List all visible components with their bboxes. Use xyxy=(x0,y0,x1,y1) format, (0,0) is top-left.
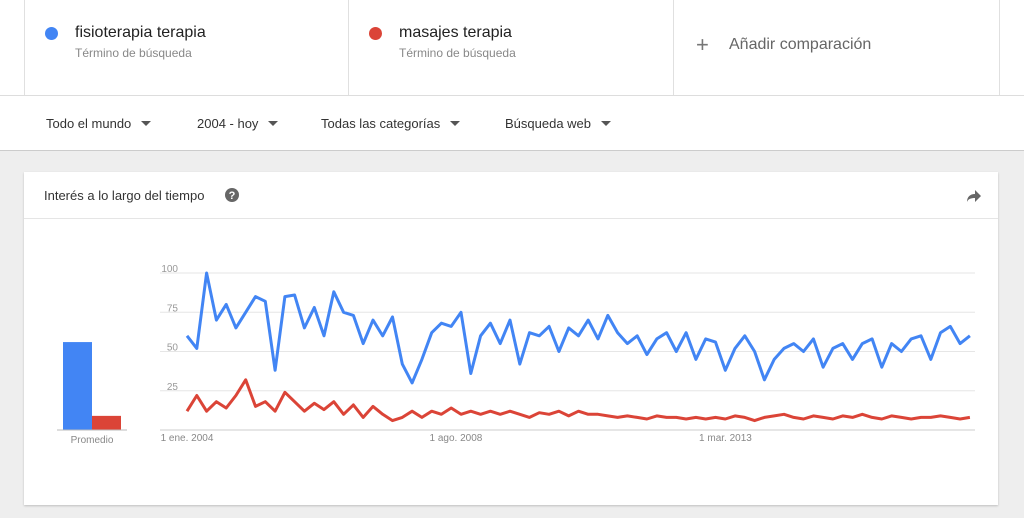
share-icon[interactable] xyxy=(966,189,982,203)
bar xyxy=(92,415,121,430)
term-dot xyxy=(45,27,58,40)
x-tick-label: 1 ene. 2004 xyxy=(161,433,214,444)
filters: Todo el mundo 2004 - hoy Todas las categ… xyxy=(0,96,1024,151)
x-tick-label: 1 ago. 2008 xyxy=(430,433,483,444)
filter[interactable]: Todas las categorías xyxy=(321,116,460,131)
term-dot xyxy=(369,27,382,40)
term-kind: Término de búsqueda xyxy=(399,46,516,60)
add-label: Añadir comparación xyxy=(729,36,872,53)
term[interactable]: masajes terapia Término de búsqueda xyxy=(348,0,674,95)
y-tick-label: 50 xyxy=(167,343,179,354)
term[interactable]: fisioterapia terapia Término de búsqueda xyxy=(24,0,349,95)
bar xyxy=(63,342,92,430)
x-tick-label: 1 mar. 2013 xyxy=(699,433,752,444)
filter[interactable]: 2004 - hoy xyxy=(197,116,278,131)
term-kind: Término de búsqueda xyxy=(75,46,192,60)
card: Interés a lo largo del tiempo ? xyxy=(24,172,998,505)
term-name: masajes terapia xyxy=(399,24,512,41)
divider xyxy=(24,218,998,219)
x-label: Promedio xyxy=(71,435,114,446)
card-title: Interés a lo largo del tiempo xyxy=(44,188,205,203)
add-comparison[interactable]: + Añadir comparación xyxy=(673,0,1000,95)
y-tick-label: 75 xyxy=(167,303,179,314)
term-name: fisioterapia terapia xyxy=(75,24,206,41)
series-line xyxy=(185,271,971,385)
help-icon[interactable]: ? xyxy=(224,187,240,203)
series-line xyxy=(185,378,971,423)
filter[interactable]: Búsqueda web xyxy=(505,116,611,131)
compare-bar: fisioterapia terapia Término de búsqueda… xyxy=(0,0,1024,96)
y-tick-label: 25 xyxy=(167,382,179,393)
svg-text:?: ? xyxy=(229,190,236,202)
y-tick-label: 100 xyxy=(161,264,178,275)
plus-icon: + xyxy=(696,32,709,57)
filter[interactable]: Todo el mundo xyxy=(46,116,151,131)
